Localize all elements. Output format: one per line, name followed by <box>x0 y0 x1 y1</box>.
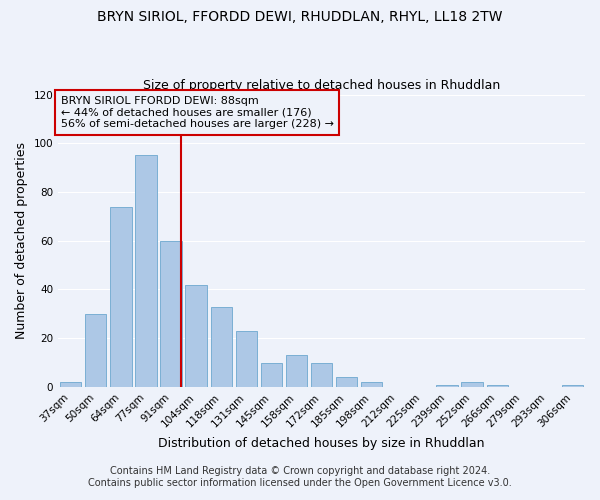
Text: BRYN SIRIOL FFORDD DEWI: 88sqm
← 44% of detached houses are smaller (176)
56% of: BRYN SIRIOL FFORDD DEWI: 88sqm ← 44% of … <box>61 96 334 129</box>
Title: Size of property relative to detached houses in Rhuddlan: Size of property relative to detached ho… <box>143 79 500 92</box>
Bar <box>336 377 358 387</box>
Bar <box>487 384 508 387</box>
Bar <box>160 241 182 387</box>
Bar <box>110 206 131 387</box>
Bar <box>286 356 307 387</box>
Bar <box>211 306 232 387</box>
Bar <box>60 382 82 387</box>
Y-axis label: Number of detached properties: Number of detached properties <box>15 142 28 340</box>
Bar <box>236 331 257 387</box>
Bar <box>311 362 332 387</box>
Text: BRYN SIRIOL, FFORDD DEWI, RHUDDLAN, RHYL, LL18 2TW: BRYN SIRIOL, FFORDD DEWI, RHUDDLAN, RHYL… <box>97 10 503 24</box>
Bar <box>85 314 106 387</box>
Bar <box>136 156 157 387</box>
Bar <box>436 384 458 387</box>
X-axis label: Distribution of detached houses by size in Rhuddlan: Distribution of detached houses by size … <box>158 437 485 450</box>
Bar <box>261 362 282 387</box>
Bar <box>185 284 207 387</box>
Bar <box>562 384 583 387</box>
Bar <box>461 382 483 387</box>
Bar <box>361 382 382 387</box>
Text: Contains HM Land Registry data © Crown copyright and database right 2024.
Contai: Contains HM Land Registry data © Crown c… <box>88 466 512 487</box>
